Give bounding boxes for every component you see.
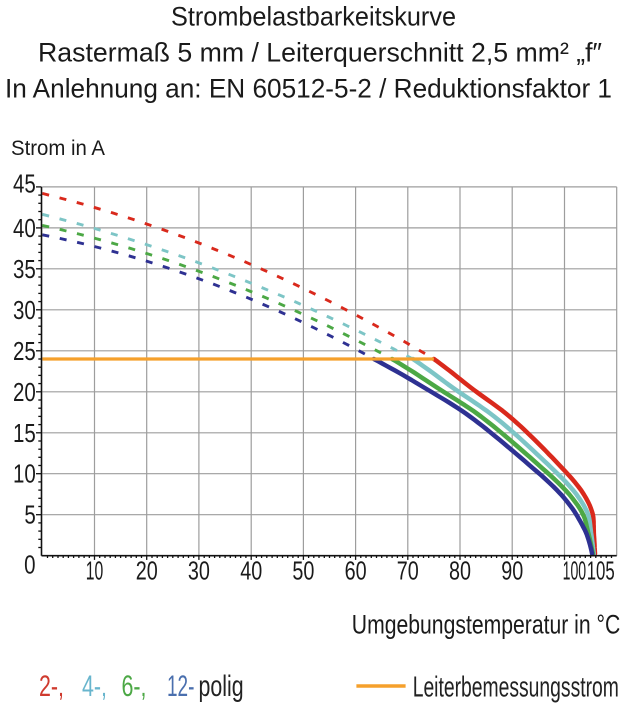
svg-text:0: 0	[24, 550, 35, 580]
svg-text:105: 105	[587, 556, 615, 586]
svg-text:In Anlehnung an: EN 60512-5-2: In Anlehnung an: EN 60512-5-2 / Reduktio…	[5, 74, 612, 104]
svg-text:Rastermaß 5 mm / Leiterquersch: Rastermaß 5 mm / Leiterquerschnitt 2,5 m…	[38, 38, 602, 68]
svg-text:80: 80	[449, 556, 471, 586]
svg-text:4-,: 4-,	[82, 670, 107, 703]
svg-text:20: 20	[13, 377, 36, 407]
svg-text:30: 30	[188, 556, 210, 586]
svg-text:35: 35	[13, 254, 36, 284]
svg-text:20: 20	[136, 556, 158, 586]
svg-text:5: 5	[24, 500, 35, 530]
svg-text:15: 15	[13, 418, 36, 448]
svg-text:25: 25	[13, 336, 36, 366]
svg-text:10: 10	[86, 556, 104, 586]
svg-text:100: 100	[563, 556, 587, 586]
svg-text:Strombelastbarkeitskurve: Strombelastbarkeitskurve	[171, 2, 456, 32]
svg-text:6-,: 6-,	[122, 670, 147, 703]
svg-text:90: 90	[501, 556, 523, 586]
svg-text:Umgebungstemperatur in °C: Umgebungstemperatur in °C	[352, 610, 621, 640]
svg-text:70: 70	[397, 556, 419, 586]
svg-text:10: 10	[13, 459, 36, 489]
svg-text:Strom in A: Strom in A	[11, 136, 106, 160]
svg-text:polig: polig	[199, 670, 244, 703]
svg-text:60: 60	[345, 556, 367, 586]
svg-text:Leiterbemessungsstrom: Leiterbemessungsstrom	[413, 671, 619, 703]
svg-text:2-,: 2-,	[39, 670, 64, 703]
svg-text:40: 40	[240, 556, 262, 586]
svg-text:30: 30	[13, 295, 36, 325]
svg-text:45: 45	[13, 169, 36, 199]
svg-text:40: 40	[13, 213, 36, 243]
svg-text:12-: 12-	[167, 670, 194, 703]
svg-text:50: 50	[292, 556, 314, 586]
